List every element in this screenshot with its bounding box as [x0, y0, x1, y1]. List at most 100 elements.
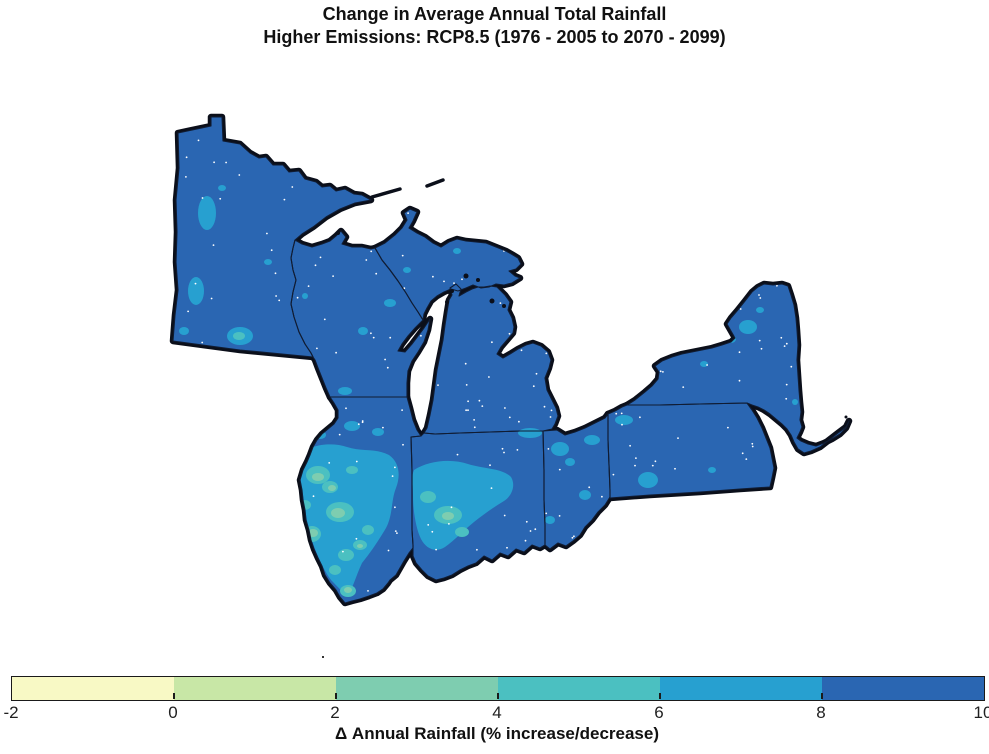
speckle-dot [558, 468, 561, 471]
speckle-dot [372, 336, 375, 339]
speckle-dot [270, 249, 273, 252]
colorbar-tick-mark [497, 693, 499, 699]
speckle-dot [790, 365, 793, 368]
speckle-dot [401, 254, 404, 257]
speckle-dot [639, 416, 641, 419]
speckle-dot [776, 284, 778, 287]
colorbar-tick-label-6: 6 [654, 703, 664, 722]
speckle-dot [427, 524, 430, 526]
speckle-dot [573, 535, 575, 538]
speckle-dot [601, 495, 603, 498]
speckle-dot [543, 405, 546, 408]
speckle-dot [621, 423, 623, 426]
speckle-dot [431, 530, 434, 533]
speckle-dot [535, 372, 538, 375]
speckle-dot [751, 442, 754, 445]
colorbar [11, 676, 985, 701]
patches-2-4 [308, 473, 454, 593]
speckle-dot [476, 548, 478, 551]
speckle-dot [464, 362, 467, 365]
speckle-dot [785, 397, 788, 400]
speckle-dot [499, 302, 502, 304]
speckle-dot [278, 299, 281, 302]
speckle-dot [478, 399, 481, 402]
speckle-dot [197, 139, 200, 142]
speckle-dot [307, 285, 310, 287]
speckle-dot [760, 347, 763, 350]
colorbar-segment-4-to-6 [498, 677, 660, 700]
speckle-dot [185, 156, 188, 159]
speckle-dot [545, 512, 548, 515]
colorbar-tick-mark [659, 693, 661, 699]
chart-subtitle: Higher Emissions: RCP8.5 (1976 - 2005 to… [263, 27, 726, 47]
speckle-dot [465, 409, 467, 412]
speckle-dot [706, 364, 708, 366]
speckle-dot [547, 448, 550, 450]
lake-islands [370, 178, 445, 199]
speckle-dot [503, 451, 505, 454]
isle-royale-island [370, 187, 402, 199]
colorbar-segment-0-to-2 [174, 677, 336, 700]
speckle-dot [677, 437, 679, 439]
speckle-dot [361, 421, 364, 424]
speckle-dot [490, 487, 493, 489]
speckle-dot [465, 384, 468, 386]
colorbar-tick-label-4: 4 [492, 703, 502, 722]
speckle-dot [194, 282, 197, 285]
stray-mark [322, 656, 324, 658]
speckle-dot [384, 358, 386, 361]
chart-title: Change in Average Annual Total Rainfall [322, 4, 667, 24]
speckle-dot [524, 539, 527, 542]
speckle-dot [283, 198, 286, 201]
colorbar-axis-label: Δ Annual Rainfall (% increase/decrease) [334, 724, 659, 743]
speckle-dot [370, 250, 373, 253]
colorbar-tick-label-0: 0 [168, 703, 178, 722]
speckle-dot [738, 379, 741, 382]
map-speckles [185, 139, 793, 592]
speckle-dot [443, 280, 445, 283]
speckle-dot [534, 528, 537, 531]
speckle-dot [532, 385, 535, 388]
speckle-dot [758, 339, 761, 342]
speckle-dot [525, 520, 528, 523]
speckle-dot [394, 466, 396, 469]
speckle-dot [558, 515, 561, 517]
speckle-dot [503, 514, 506, 517]
rainfall-patches [179, 185, 798, 597]
speckle-dot [501, 447, 504, 450]
speckle-dot [391, 475, 394, 477]
speckle-dot [319, 256, 322, 259]
speckle-dot [662, 371, 664, 373]
colorbar-tick-label-8: 8 [816, 703, 826, 722]
speckle-dot [201, 341, 204, 344]
speckle-dot [448, 523, 450, 525]
speckle-dot [780, 336, 783, 339]
speckle-dot [316, 347, 318, 350]
speckle-dot [745, 458, 748, 460]
speckle-dot [467, 400, 469, 403]
speckle-dot [504, 407, 506, 409]
speckle-dot [758, 294, 760, 296]
speckle-dot [355, 537, 358, 540]
speckle-dot [785, 383, 788, 386]
speckle-dot [588, 486, 591, 489]
speckle-dot [365, 259, 368, 261]
speckle-dot [210, 297, 213, 300]
speckle-dot [328, 462, 331, 464]
speckle-dot [635, 457, 637, 459]
speckle-dot [783, 345, 786, 347]
speckle-dot [403, 287, 406, 290]
speckle-dot [508, 332, 511, 335]
speckle-dot [407, 212, 409, 215]
speckle-dot [225, 161, 228, 164]
speckle-dot [345, 407, 347, 410]
state-pennsylvania [608, 403, 774, 498]
speckle-dot [659, 370, 662, 373]
speckle-dot [375, 272, 378, 275]
speckle-dot [518, 420, 520, 423]
speckle-dot [473, 426, 476, 429]
speckle-dot [370, 332, 372, 335]
speckle-dot [212, 244, 215, 247]
speckle-dot [357, 423, 360, 426]
